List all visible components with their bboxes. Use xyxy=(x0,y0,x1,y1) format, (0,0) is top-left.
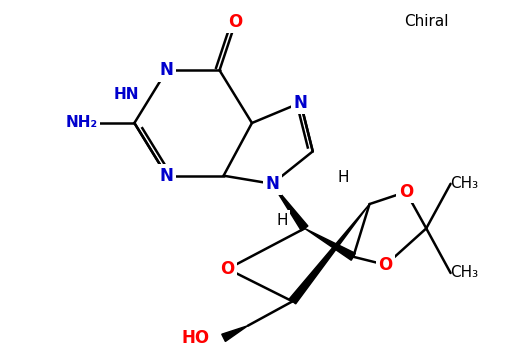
Polygon shape xyxy=(272,184,308,231)
Text: O: O xyxy=(378,256,393,274)
Text: H: H xyxy=(337,170,349,185)
Text: O: O xyxy=(221,260,234,278)
Text: N: N xyxy=(265,175,279,193)
Text: NH₂: NH₂ xyxy=(66,116,98,131)
Polygon shape xyxy=(289,204,370,304)
Text: N: N xyxy=(294,94,308,112)
Text: HN: HN xyxy=(114,87,139,102)
Text: Chiral: Chiral xyxy=(404,14,449,29)
Text: O: O xyxy=(228,13,243,31)
Polygon shape xyxy=(305,229,355,260)
Polygon shape xyxy=(222,326,248,342)
Text: N: N xyxy=(160,167,174,185)
Text: H: H xyxy=(276,213,288,228)
Text: CH₃: CH₃ xyxy=(451,266,479,280)
Text: HO: HO xyxy=(181,329,209,347)
Text: O: O xyxy=(399,183,413,201)
Text: CH₃: CH₃ xyxy=(451,176,479,191)
Text: N: N xyxy=(160,61,174,79)
